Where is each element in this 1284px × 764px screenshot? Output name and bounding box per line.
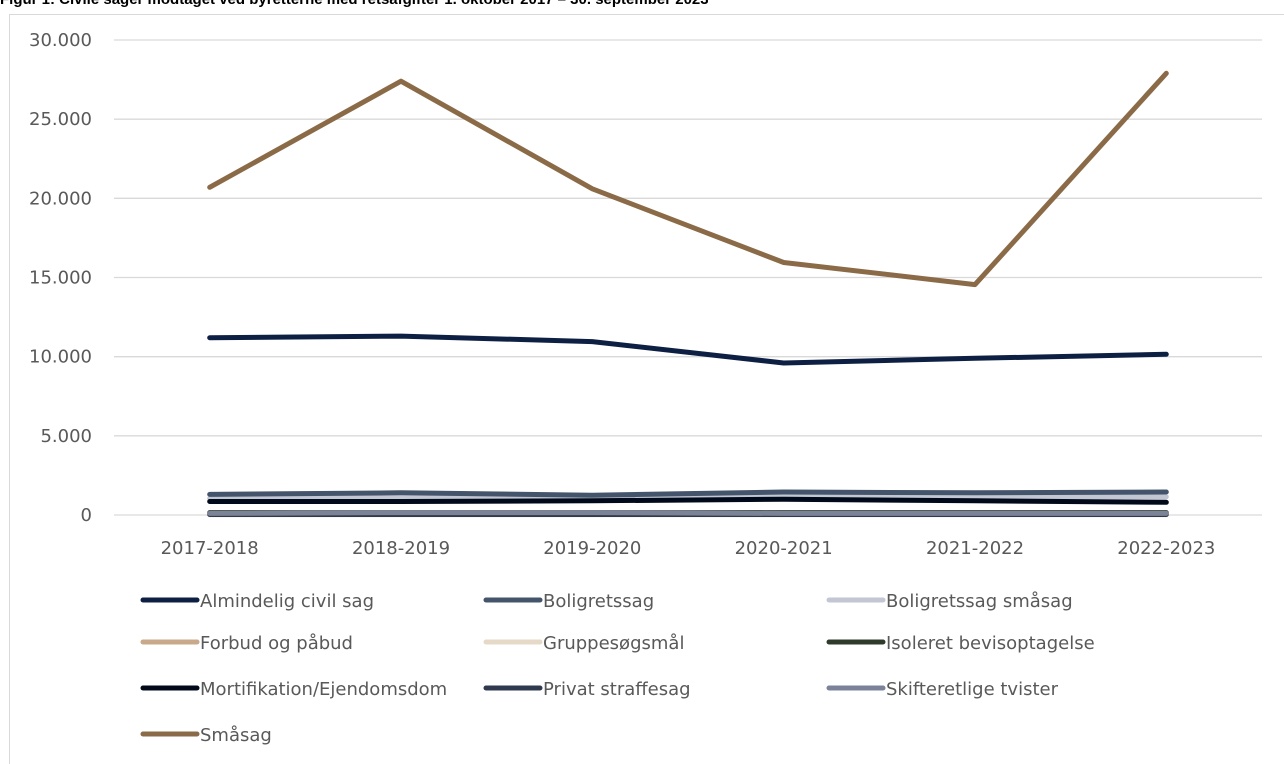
x-tick-label: 2019-2020 [543, 538, 641, 559]
x-tick-label: 2020-2021 [735, 538, 833, 559]
legend-label: Småsag [200, 725, 272, 746]
series-line-2 [207, 493, 1169, 501]
x-axis-ticks: 2017-2018 2018-2019 2019-2020 2020-2021 2021… [161, 538, 1216, 559]
y-tick-label: 30.000 [29, 30, 92, 51]
series-line-1 [207, 489, 1169, 498]
x-tick-label: 2022-2023 [1117, 538, 1215, 559]
series-line-8 [207, 510, 1169, 516]
legend-label: Skifteretlige tvister [886, 679, 1059, 700]
gridlines [114, 39, 1262, 516]
legend-label: Boligretssag [543, 591, 654, 612]
chart-title: Figur 1: Civile sager modtaget ved byret… [0, 0, 1284, 8]
y-tick-label: 20.000 [29, 188, 92, 209]
legend-label: Mortifikation/Ejendomsdom [200, 679, 447, 700]
y-tick-label: 10.000 [29, 347, 92, 368]
x-tick-label: 2017-2018 [161, 538, 259, 559]
chart-frame [9, 14, 1284, 764]
legend-label: Boligretssag småsag [886, 591, 1073, 612]
y-tick-label: 5.000 [40, 426, 92, 447]
series-line-0 [207, 333, 1169, 366]
legend-label: Almindelig civil sag [200, 591, 374, 612]
x-tick-label: 2018-2019 [352, 538, 450, 559]
x-tick-label: 2021-2022 [926, 538, 1024, 559]
legend-label: Privat straffesag [543, 679, 691, 700]
y-tick-label: 15.000 [29, 268, 92, 289]
y-axis-ticks: 0 5.000 10.000 15.000 20.000 25.000 30.000 [29, 30, 92, 526]
y-tick-label: 25.000 [29, 109, 92, 130]
legend-label: Forbud og påbud [200, 633, 353, 654]
series-line-9 [207, 70, 1169, 288]
series-line-6 [207, 496, 1169, 505]
series-lines [207, 70, 1169, 518]
y-tick-label: 0 [81, 505, 92, 526]
legend-label: Isoleret bevisoptagelse [886, 633, 1095, 654]
legend-label: Gruppesøgsmål [543, 633, 684, 654]
legend: Almindelig civil sag Boligretssag Boligret… [140, 591, 1095, 746]
